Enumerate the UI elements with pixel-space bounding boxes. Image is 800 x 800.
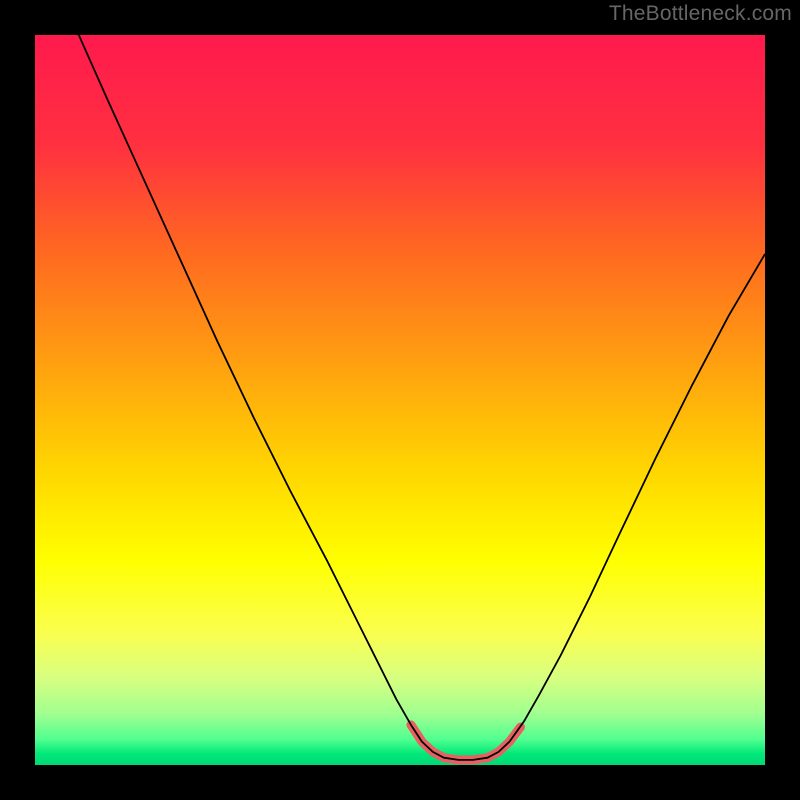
- watermark-text: TheBottleneck.com: [609, 2, 792, 26]
- curve-layer: [35, 35, 765, 765]
- plot-area: [35, 35, 765, 765]
- main-curve: [79, 35, 765, 760]
- bottleneck-highlight-curve: [411, 725, 521, 760]
- chart-container: TheBottleneck.com: [0, 0, 800, 800]
